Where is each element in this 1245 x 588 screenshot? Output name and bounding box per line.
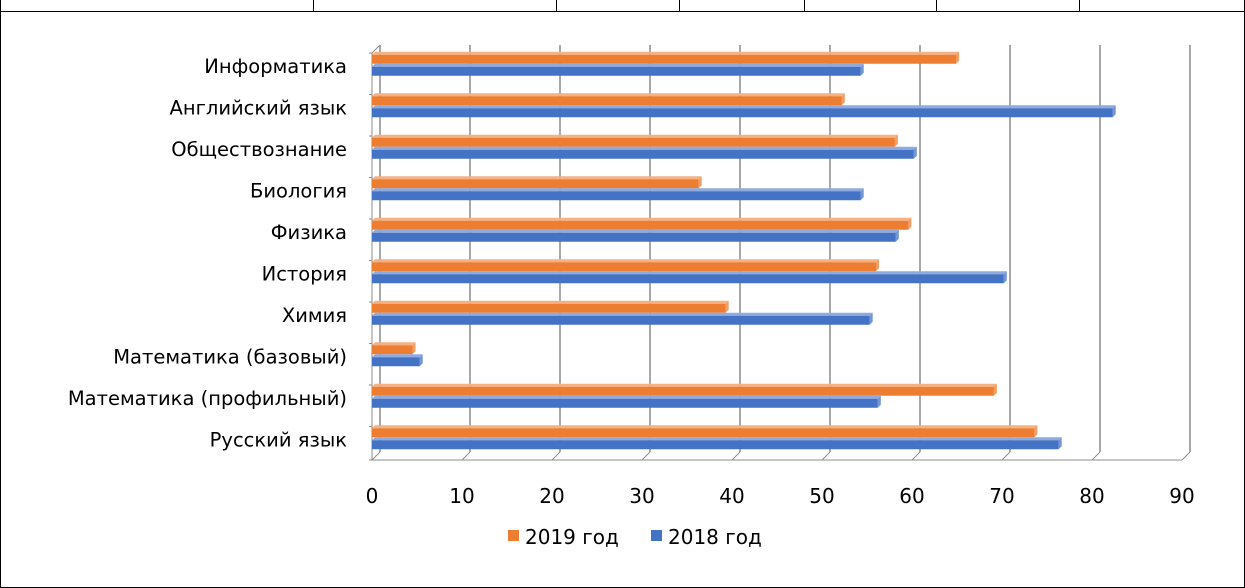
gridline-floor xyxy=(372,452,380,460)
bar-2019 xyxy=(372,96,842,105)
bar-2019-top xyxy=(372,384,997,387)
bar-2019-top xyxy=(372,176,702,179)
bar-2018 xyxy=(372,316,870,325)
x-tick-label: 60 xyxy=(899,484,924,508)
category-label: Химия xyxy=(282,304,347,327)
x-tick-label: 50 xyxy=(809,484,834,508)
bar-2019 xyxy=(372,428,1034,437)
bar-2019-top xyxy=(372,135,898,138)
bar-2019-top xyxy=(372,218,911,221)
bar-2018 xyxy=(372,399,878,408)
bar-2019-top xyxy=(372,93,845,96)
legend-label: 2018 год xyxy=(668,525,762,549)
bar-2019 xyxy=(372,179,699,188)
bar-2018-top xyxy=(372,147,917,150)
x-tick-label: 90 xyxy=(1169,484,1194,508)
bar-2018 xyxy=(372,108,1113,117)
legend-swatch xyxy=(508,530,519,541)
bar-2018 xyxy=(372,357,420,366)
bar-2018-top xyxy=(372,396,881,399)
gridline-floor xyxy=(822,452,830,460)
bar-2018-top xyxy=(372,64,864,67)
bar-2019-top xyxy=(372,259,879,262)
bar-2019-top xyxy=(372,425,1037,428)
gridline-floor xyxy=(642,452,650,460)
bar-2019 xyxy=(372,387,994,396)
gridline-floor xyxy=(462,452,470,460)
bar-2018-top xyxy=(372,230,899,233)
category-label: Физика xyxy=(271,221,347,244)
category-label: История xyxy=(262,262,347,285)
bar-2018 xyxy=(372,274,1004,283)
bar-2018 xyxy=(372,150,914,159)
bar-2018-top xyxy=(372,188,864,191)
x-tick-label: 40 xyxy=(719,484,744,508)
gridline-floor xyxy=(1182,452,1190,460)
bar-2018 xyxy=(372,233,896,242)
gridline-floor xyxy=(1092,452,1100,460)
category-label: Русский язык xyxy=(210,428,348,451)
x-tick-label: 10 xyxy=(449,484,474,508)
x-tick-label: 20 xyxy=(539,484,564,508)
bar-2018 xyxy=(372,67,861,76)
category-label: Информатика xyxy=(204,55,347,78)
bar-2019 xyxy=(372,221,908,230)
gridline-floor xyxy=(1002,452,1010,460)
bar-2018-top xyxy=(372,271,1007,274)
bar-2018 xyxy=(372,191,861,200)
bar-2019-top xyxy=(372,52,959,55)
x-tick-label: 80 xyxy=(1079,484,1104,508)
category-label: Английский язык xyxy=(170,96,348,119)
bar-2019-top xyxy=(372,342,416,345)
category-label: Математика (базовый) xyxy=(113,345,347,368)
bar-2018-top xyxy=(372,354,423,357)
bar-2018-top xyxy=(372,437,1062,440)
gridline-floor xyxy=(732,452,740,460)
category-label: Математика (профильный) xyxy=(68,387,347,410)
bar-2018 xyxy=(372,440,1059,449)
bar-2019 xyxy=(372,304,726,313)
bar-2019 xyxy=(372,345,413,354)
bar-2019-top xyxy=(372,301,729,304)
gridline-floor xyxy=(552,452,560,460)
bar-2019 xyxy=(372,55,956,64)
x-tick-label: 70 xyxy=(989,484,1014,508)
legend-label: 2019 год xyxy=(525,525,619,549)
bar-2018-top xyxy=(372,313,873,316)
category-label: Биология xyxy=(250,179,347,202)
legend-swatch xyxy=(651,530,662,541)
bar-2019 xyxy=(372,138,895,147)
category-label: Обществознание xyxy=(171,138,347,161)
x-tick-label: 30 xyxy=(629,484,654,508)
gridline-floor xyxy=(912,452,920,460)
x-tick-label: 0 xyxy=(366,484,379,508)
bar-2018-top xyxy=(372,105,1116,108)
bar-2019 xyxy=(372,262,876,271)
